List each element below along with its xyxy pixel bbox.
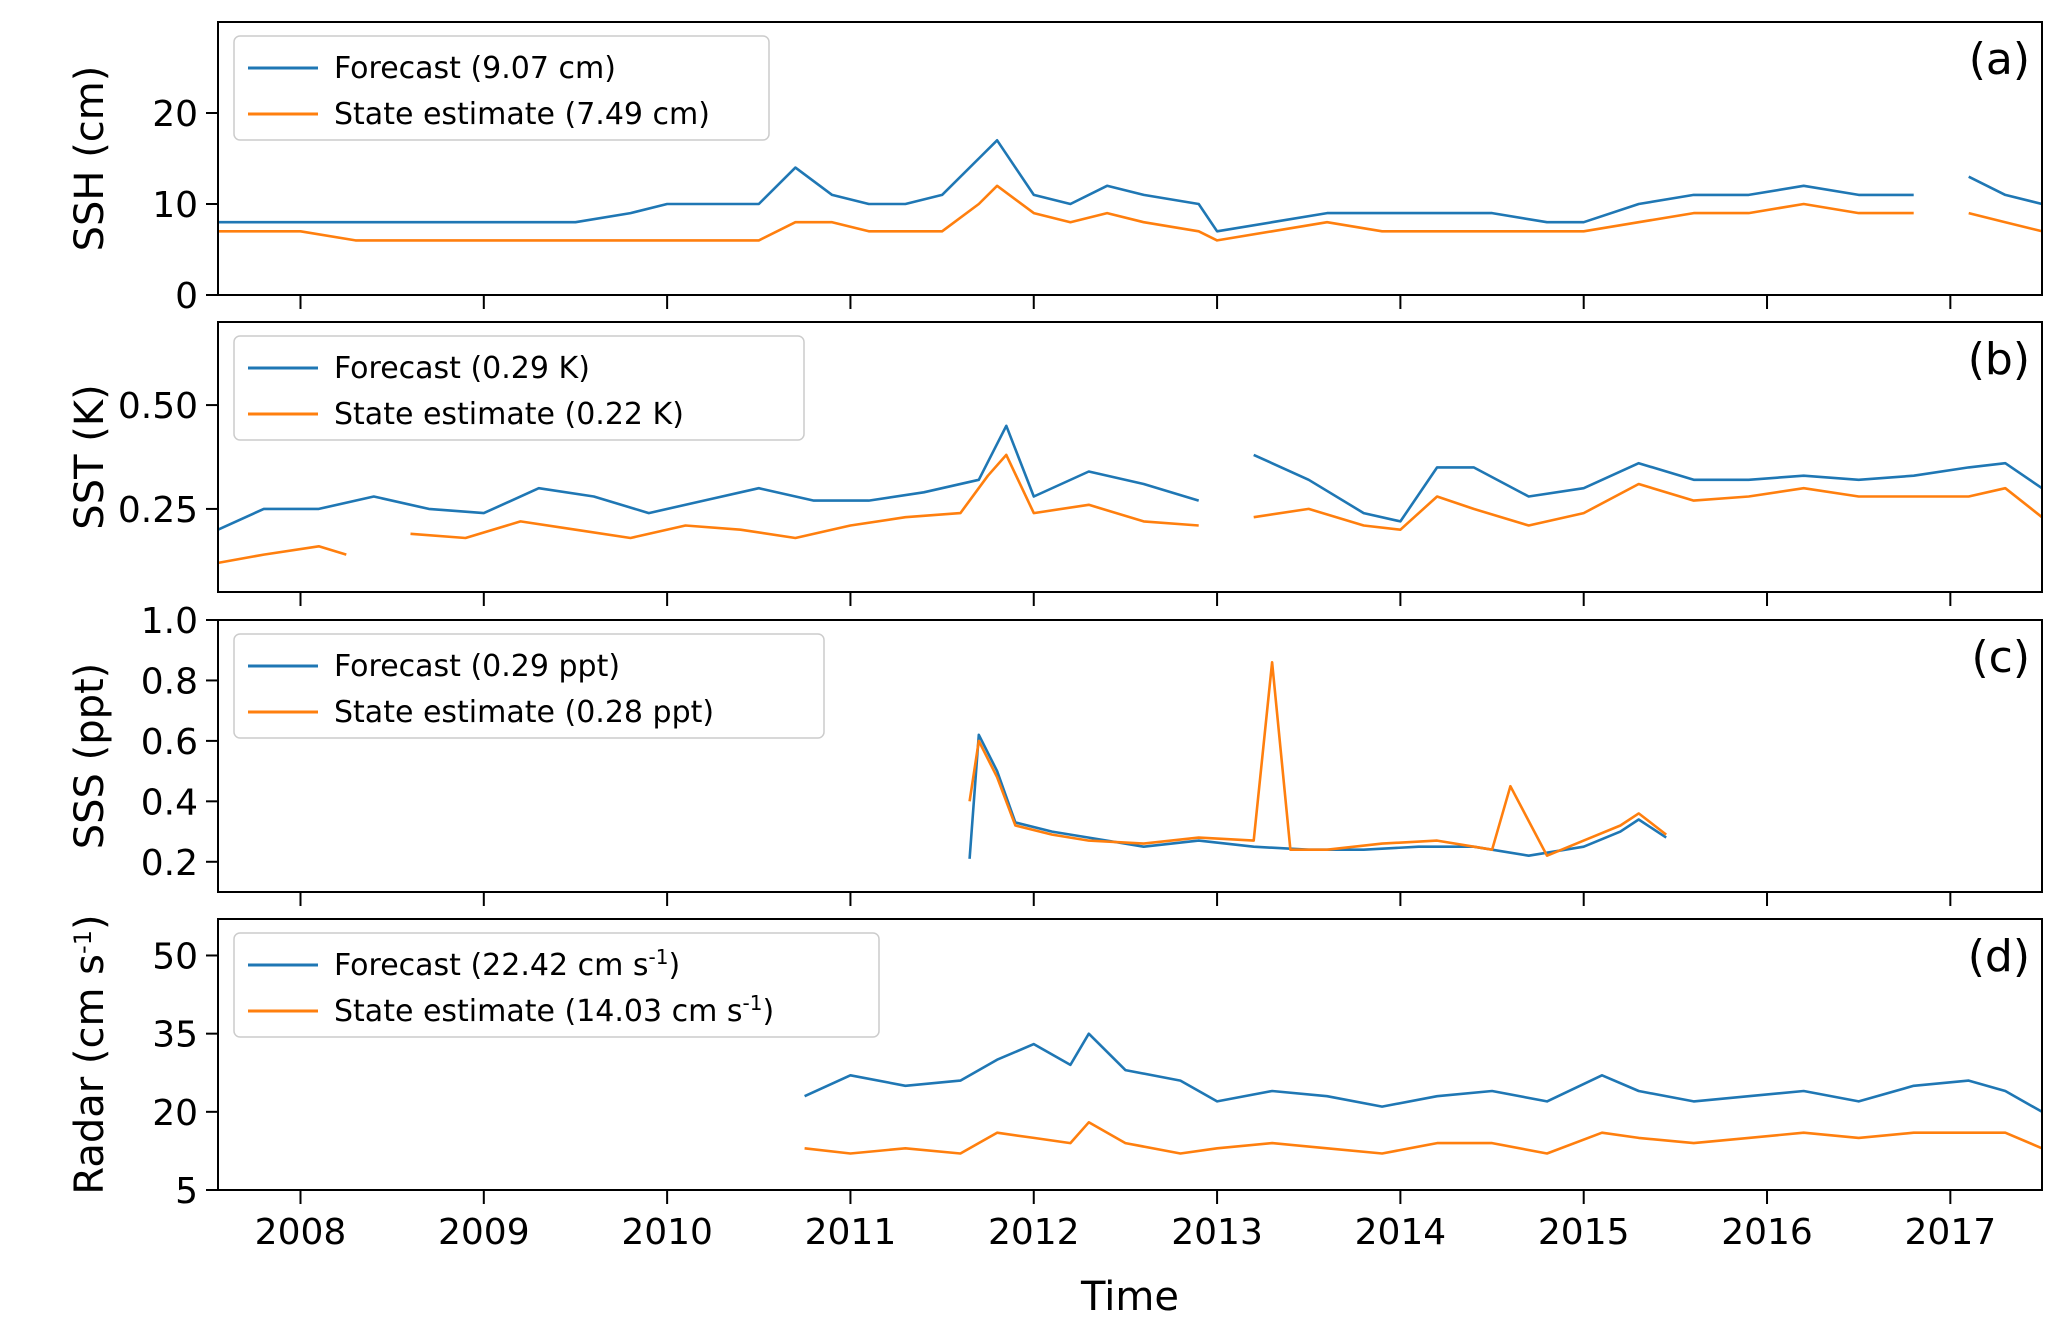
series-state-estimate-line [968, 661, 1667, 857]
legend-entry-state-estimate: State estimate (7.49 cm) [334, 97, 710, 132]
series-state-estimate-line [804, 1121, 2043, 1155]
y-tick-label: 0.8 [141, 661, 198, 702]
legend-entry-state-estimate: State estimate (0.22 K) [334, 397, 684, 432]
y-tick-label: 0 [175, 276, 198, 317]
legend-entry-state-estimate: State estimate (14.03 cm s-1) [334, 991, 774, 1029]
x-tick-label: 2009 [438, 1212, 530, 1253]
x-tick-label: 2017 [1905, 1212, 1997, 1253]
panel-c: 0.2 0.4 0.6 0.8 1.0 SSS (ppt) (c) Forecast (0.2… [67, 601, 2043, 906]
y-axis-title: SST (K) [67, 384, 113, 529]
panels: 0 10 20 SSH (cm) (a) Forecast (9.07 cm) State … [67, 21, 2043, 1212]
y-tick-label: 0.2 [141, 843, 198, 884]
x-tick-label: 2014 [1355, 1212, 1447, 1253]
y-axis-title: Radar (cm s-1) [67, 914, 113, 1194]
x-axis-title: Time [1080, 1274, 1179, 1320]
x-tick-label: 2015 [1538, 1212, 1630, 1253]
legend [233, 932, 880, 1038]
y-tick-label: 20 [152, 94, 198, 135]
y-tick-label: 20 [152, 1093, 198, 1134]
y-tick-label: 0.25 [118, 490, 198, 531]
panel-label: (a) [1969, 34, 2030, 85]
y-tick-label: 0.50 [118, 386, 198, 427]
series-state-estimate-line [217, 453, 2043, 565]
legend [233, 633, 825, 739]
x-tick-label: 2011 [805, 1212, 897, 1253]
panel-a: 0 10 20 SSH (cm) (a) Forecast (9.07 cm) State … [67, 21, 2043, 317]
x-tick-label: 2012 [988, 1212, 1080, 1253]
legend-entry-forecast: Forecast (0.29 K) [334, 351, 590, 386]
series-forecast-line [217, 424, 2043, 531]
x-axis: 2008 2009 2010 2011 2012 2013 2014 2015 2016 2017 [255, 1212, 1996, 1253]
x-tick-label: 2013 [1171, 1212, 1263, 1253]
plot-frame [217, 321, 2043, 593]
y-tick-label: 0.4 [141, 782, 198, 823]
series-forecast-line [218, 139, 2043, 233]
panel-d: 5 20 35 50 Radar (cm s-1) (d) Forecast (22.42 … [67, 914, 2043, 1212]
legend [233, 335, 805, 441]
series-forecast-line [968, 733, 1667, 859]
x-tick-label: 2010 [621, 1212, 713, 1253]
y-tick-label: 1.0 [141, 601, 198, 642]
legend-entry-forecast: Forecast (9.07 cm) [334, 51, 616, 86]
plot-frame [217, 21, 2043, 296]
series-state-estimate-line [218, 184, 2043, 242]
x-tick-label: 2008 [255, 1212, 347, 1253]
y-axis-title: SSH (cm) [67, 66, 113, 252]
panel-label: (b) [1968, 334, 2030, 385]
plot-frame [217, 918, 2043, 1191]
panel-label: (c) [1971, 632, 2030, 683]
y-tick-label: 5 [175, 1171, 198, 1212]
legend-entry-state-estimate: State estimate (0.28 ppt) [334, 695, 714, 730]
panel-label: (d) [1968, 931, 2030, 982]
y-tick-label: 35 [152, 1015, 198, 1056]
legend-entry-forecast: Forecast (0.29 ppt) [334, 649, 620, 684]
x-tick-label: 2016 [1721, 1212, 1813, 1253]
y-tick-label: 10 [152, 185, 198, 226]
series-forecast-line [804, 1032, 2043, 1113]
y-axis-title: SSS (ppt) [67, 663, 113, 850]
y-tick-label: 50 [152, 936, 198, 977]
legend [233, 35, 770, 141]
legend-entry-forecast: Forecast (22.42 cm s-1) [334, 945, 680, 983]
plot-frame [217, 619, 2043, 893]
y-tick-label: 0.6 [141, 722, 198, 763]
